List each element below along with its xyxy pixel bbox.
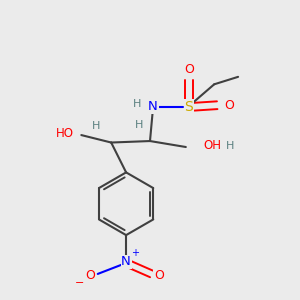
Text: H: H xyxy=(132,99,141,109)
Text: +: + xyxy=(131,248,139,258)
Text: S: S xyxy=(184,100,193,114)
Text: O: O xyxy=(85,269,95,282)
Text: HO: HO xyxy=(56,127,74,140)
Text: O: O xyxy=(224,99,234,112)
Text: −: − xyxy=(75,278,85,288)
Text: N: N xyxy=(148,100,158,113)
Text: H: H xyxy=(92,121,100,131)
Text: O: O xyxy=(154,269,164,282)
Text: H: H xyxy=(135,120,144,130)
Text: OH: OH xyxy=(204,139,222,152)
Text: H: H xyxy=(226,140,235,151)
Text: O: O xyxy=(184,63,194,76)
Text: N: N xyxy=(121,256,131,268)
